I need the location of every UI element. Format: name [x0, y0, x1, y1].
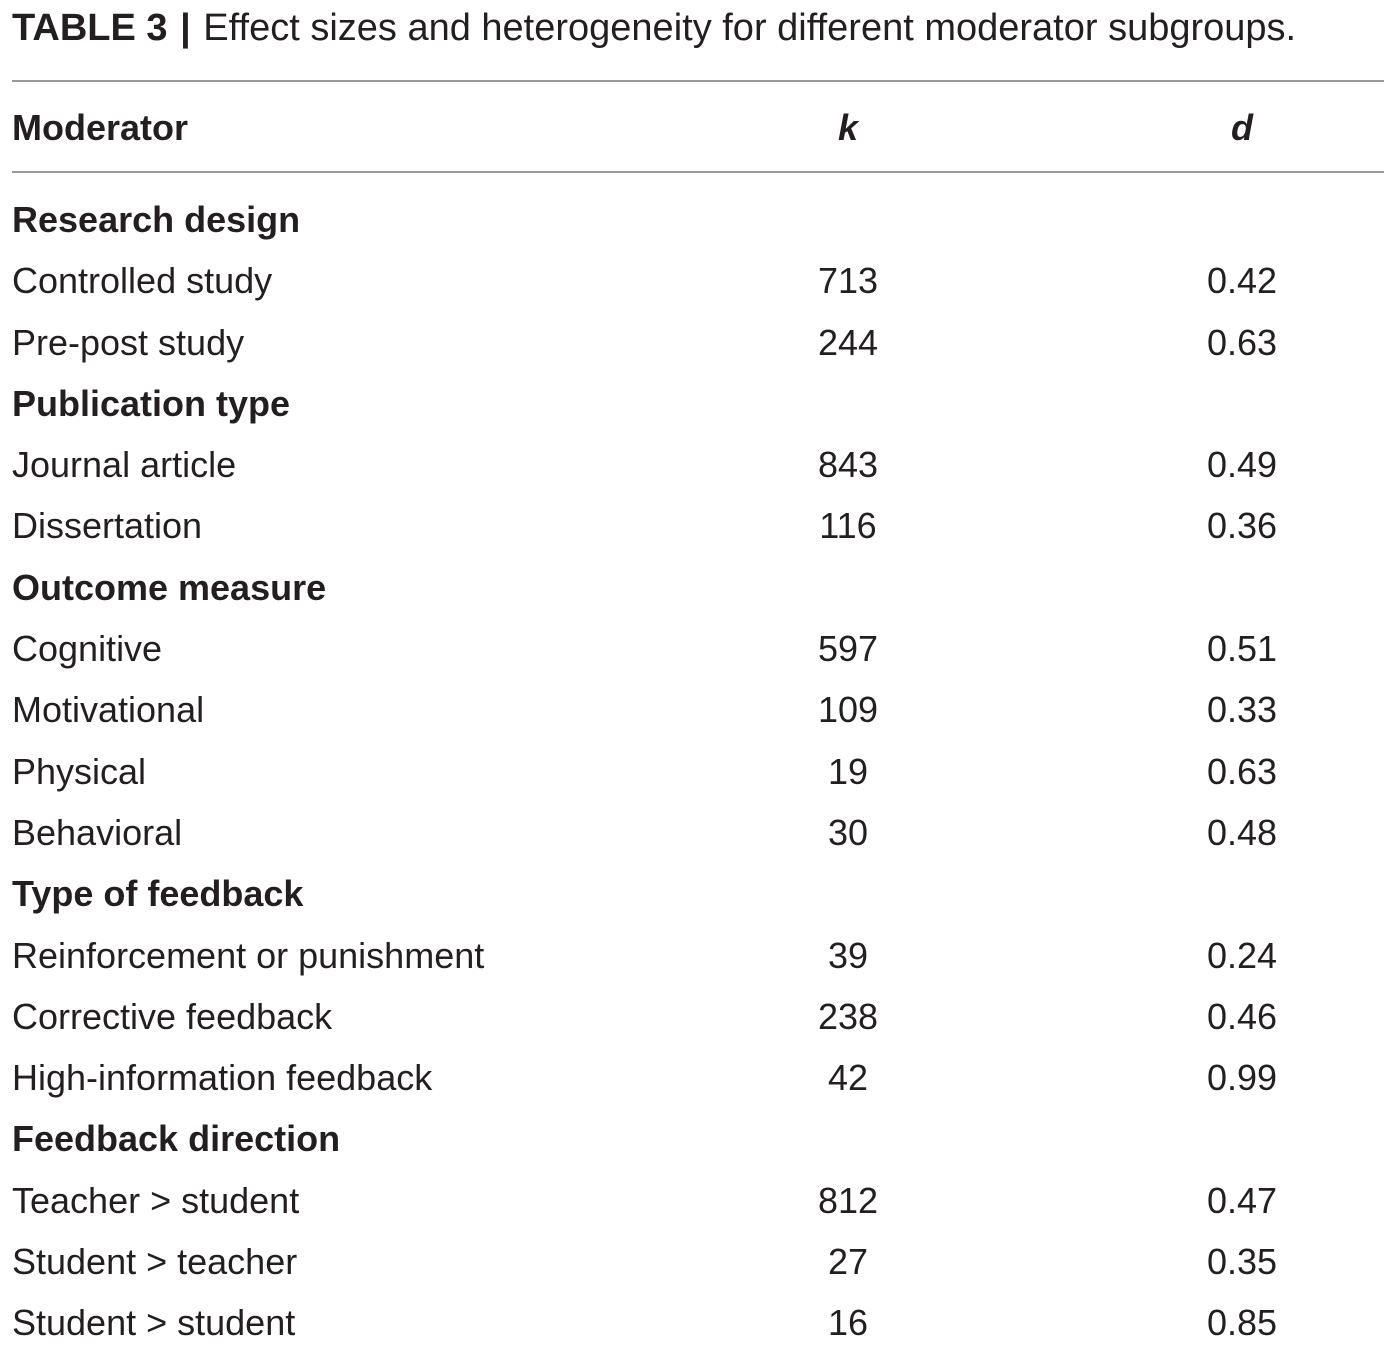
- group-name: Type of feedback: [12, 873, 304, 915]
- table-row: Corrective feedback 238 0.46: [0, 989, 1384, 1050]
- d-value: 0.33: [1206, 689, 1278, 731]
- table-row: Pre-post study 244 0.63: [0, 315, 1384, 376]
- top-rule: [12, 80, 1384, 82]
- caption-text: Effect sizes and heterogeneity for diffe…: [203, 7, 1297, 49]
- k-value: 109: [817, 689, 879, 731]
- d-value: 0.46: [1206, 995, 1278, 1037]
- header-rule: [12, 171, 1384, 173]
- table-row: Student > teacher 27 0.35: [0, 1234, 1384, 1295]
- d-value: 0.24: [1206, 934, 1278, 976]
- d-value: 0.36: [1206, 505, 1278, 547]
- d-value: 0.49: [1206, 444, 1278, 486]
- d-value: 0.63: [1206, 750, 1278, 792]
- group-name: Outcome measure: [12, 566, 327, 608]
- moderator-name: Pre-post study: [12, 321, 245, 363]
- d-value: 0.42: [1206, 260, 1278, 302]
- k-value: 244: [817, 321, 879, 363]
- moderator-name: Student > student: [12, 1302, 296, 1344]
- k-value: 16: [827, 1302, 869, 1344]
- moderator-name: Controlled study: [12, 260, 273, 302]
- moderator-name: Reinforcement or punishment: [12, 934, 485, 976]
- table-row: Cognitive 597 0.51: [0, 621, 1384, 682]
- d-value: 0.85: [1206, 1302, 1278, 1344]
- group-header-row: Type of feedback: [0, 866, 1384, 927]
- table-body: Research design Controlled study 713 0.42 Pr…: [0, 192, 1384, 1357]
- d-value: 0.51: [1206, 628, 1278, 670]
- table-label: TABLE 3: [12, 7, 168, 49]
- moderator-name: Physical: [12, 750, 147, 792]
- table-caption: TABLE 3 | Effect sizes and heterogeneity…: [12, 6, 1296, 50]
- table-row: High-information feedback 42 0.99: [0, 1050, 1384, 1111]
- k-value: 19: [827, 750, 869, 792]
- group-header-row: Outcome measure: [0, 560, 1384, 621]
- group-name: Publication type: [12, 382, 291, 424]
- group-name: Feedback direction: [12, 1118, 341, 1160]
- k-value: 27: [827, 1241, 869, 1283]
- k-value: 238: [817, 995, 879, 1037]
- table-row: Behavioral 30 0.48: [0, 805, 1384, 866]
- table-row: Dissertation 116 0.36: [0, 498, 1384, 559]
- d-value: 0.48: [1206, 811, 1278, 853]
- table-row: Journal article 843 0.49: [0, 437, 1384, 498]
- group-header-row: Feedback direction: [0, 1111, 1384, 1172]
- caption-separator: |: [180, 7, 191, 49]
- moderator-name: Corrective feedback: [12, 995, 333, 1037]
- k-value: 812: [817, 1179, 879, 1221]
- moderator-name: Dissertation: [12, 505, 203, 547]
- header-moderator: Moderator: [12, 107, 189, 148]
- header-d: d: [1231, 107, 1253, 148]
- table-row: Physical 19 0.63: [0, 744, 1384, 805]
- group-name: Research design: [12, 199, 301, 240]
- k-value: 42: [827, 1057, 869, 1099]
- group-header-row: Research design: [0, 192, 1384, 253]
- k-value: 843: [817, 444, 879, 486]
- moderator-name: Teacher > student: [12, 1179, 300, 1221]
- moderator-name: Journal article: [12, 444, 237, 486]
- header-k: k: [837, 107, 859, 148]
- moderator-name: High-information feedback: [12, 1057, 433, 1099]
- moderator-name: Behavioral: [12, 811, 183, 853]
- k-value: 39: [827, 934, 869, 976]
- d-value: 0.47: [1206, 1179, 1278, 1221]
- table-row: Motivational 109 0.33: [0, 682, 1384, 743]
- d-value: 0.99: [1206, 1057, 1278, 1099]
- k-value: 116: [819, 505, 877, 547]
- moderator-name: Cognitive: [12, 628, 163, 670]
- moderator-name: Student > teacher: [12, 1241, 298, 1283]
- group-header-row: Publication type: [0, 376, 1384, 437]
- d-value: 0.35: [1206, 1241, 1278, 1283]
- k-value: 30: [827, 811, 869, 853]
- table-row: Student > student 16 0.85: [0, 1295, 1384, 1356]
- k-value: 597: [817, 628, 879, 670]
- table-row: Controlled study 713 0.42: [0, 253, 1384, 314]
- d-value: 0.63: [1206, 321, 1278, 363]
- table-row: Reinforcement or punishment 39 0.24: [0, 928, 1384, 989]
- table-row: Teacher > student 812 0.47: [0, 1173, 1384, 1234]
- moderator-name: Motivational: [12, 689, 205, 731]
- k-value: 713: [817, 260, 879, 302]
